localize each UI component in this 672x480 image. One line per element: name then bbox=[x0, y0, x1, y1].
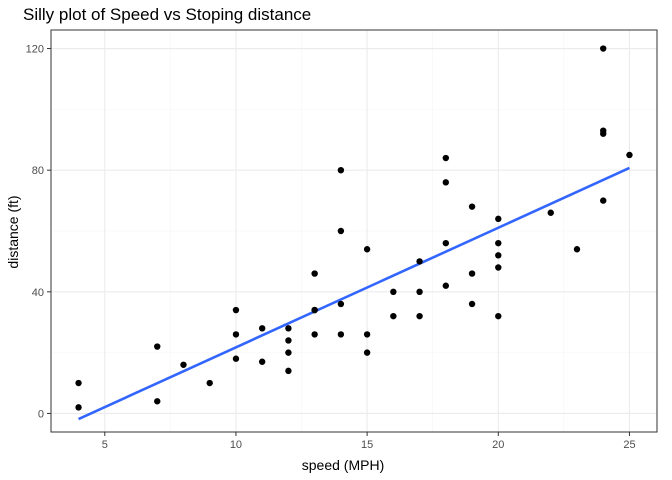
minor-grid bbox=[51, 30, 657, 432]
x-tick-label: 20 bbox=[492, 439, 504, 451]
data-point bbox=[311, 270, 318, 277]
data-point bbox=[495, 239, 502, 247]
data-point bbox=[75, 404, 82, 411]
data-point bbox=[468, 203, 476, 210]
x-axis-label: speed (MPH) bbox=[302, 457, 384, 473]
data-point bbox=[311, 306, 318, 314]
chart-title: Silly plot of Speed vs Stoping distance bbox=[23, 5, 311, 24]
data-point bbox=[232, 355, 240, 362]
data-point bbox=[337, 331, 345, 338]
data-point bbox=[285, 325, 292, 332]
y-axis: 0 40 80 120 bbox=[26, 44, 51, 420]
data-point bbox=[311, 331, 318, 338]
data-point bbox=[337, 227, 345, 235]
data-point bbox=[468, 270, 476, 277]
data-point bbox=[258, 325, 266, 332]
data-point bbox=[495, 252, 502, 259]
data-points bbox=[75, 45, 633, 411]
data-point bbox=[442, 179, 450, 186]
data-point bbox=[337, 300, 345, 308]
data-point bbox=[573, 246, 581, 253]
y-tick-label: 80 bbox=[32, 165, 44, 177]
data-point bbox=[416, 312, 423, 320]
data-point bbox=[442, 154, 450, 162]
data-point bbox=[285, 337, 292, 344]
x-tick-label: 25 bbox=[623, 439, 635, 451]
data-point bbox=[258, 358, 266, 365]
data-point bbox=[285, 367, 292, 375]
y-axis-label: distance (ft) bbox=[5, 195, 21, 268]
y-tick-label: 40 bbox=[32, 287, 44, 299]
data-point bbox=[442, 239, 450, 247]
data-point bbox=[495, 264, 502, 271]
data-point bbox=[416, 288, 423, 296]
x-tick-label: 10 bbox=[230, 439, 242, 451]
data-point bbox=[442, 282, 450, 289]
data-point bbox=[154, 343, 161, 350]
data-point bbox=[600, 45, 607, 52]
data-point bbox=[547, 209, 554, 216]
data-point bbox=[495, 312, 502, 320]
data-point bbox=[285, 349, 292, 356]
data-point bbox=[232, 306, 240, 314]
data-point bbox=[495, 215, 502, 223]
plot-panel: 5 10 15 20 25 0 40 80 120 bbox=[26, 29, 658, 451]
data-point bbox=[75, 379, 82, 387]
trend-line bbox=[78, 166, 630, 421]
y-tick-label: 120 bbox=[26, 44, 44, 56]
data-point bbox=[390, 288, 397, 296]
data-point bbox=[600, 197, 607, 204]
data-point bbox=[180, 361, 187, 368]
x-axis: 5 10 15 20 25 bbox=[102, 432, 636, 451]
data-point bbox=[390, 312, 397, 320]
data-point bbox=[363, 349, 371, 356]
x-tick-label: 5 bbox=[102, 439, 108, 451]
data-point bbox=[363, 246, 371, 253]
panel-border bbox=[50, 29, 658, 433]
y-tick-label: 0 bbox=[38, 408, 44, 420]
data-point bbox=[154, 398, 161, 405]
data-point bbox=[626, 151, 633, 159]
x-tick-label: 15 bbox=[361, 439, 373, 451]
data-point bbox=[600, 127, 607, 134]
data-point bbox=[416, 258, 423, 265]
data-point bbox=[363, 331, 371, 338]
data-point bbox=[232, 331, 240, 338]
data-point bbox=[468, 300, 476, 308]
data-point bbox=[206, 379, 213, 387]
data-point bbox=[337, 166, 345, 174]
major-grid bbox=[51, 30, 657, 432]
